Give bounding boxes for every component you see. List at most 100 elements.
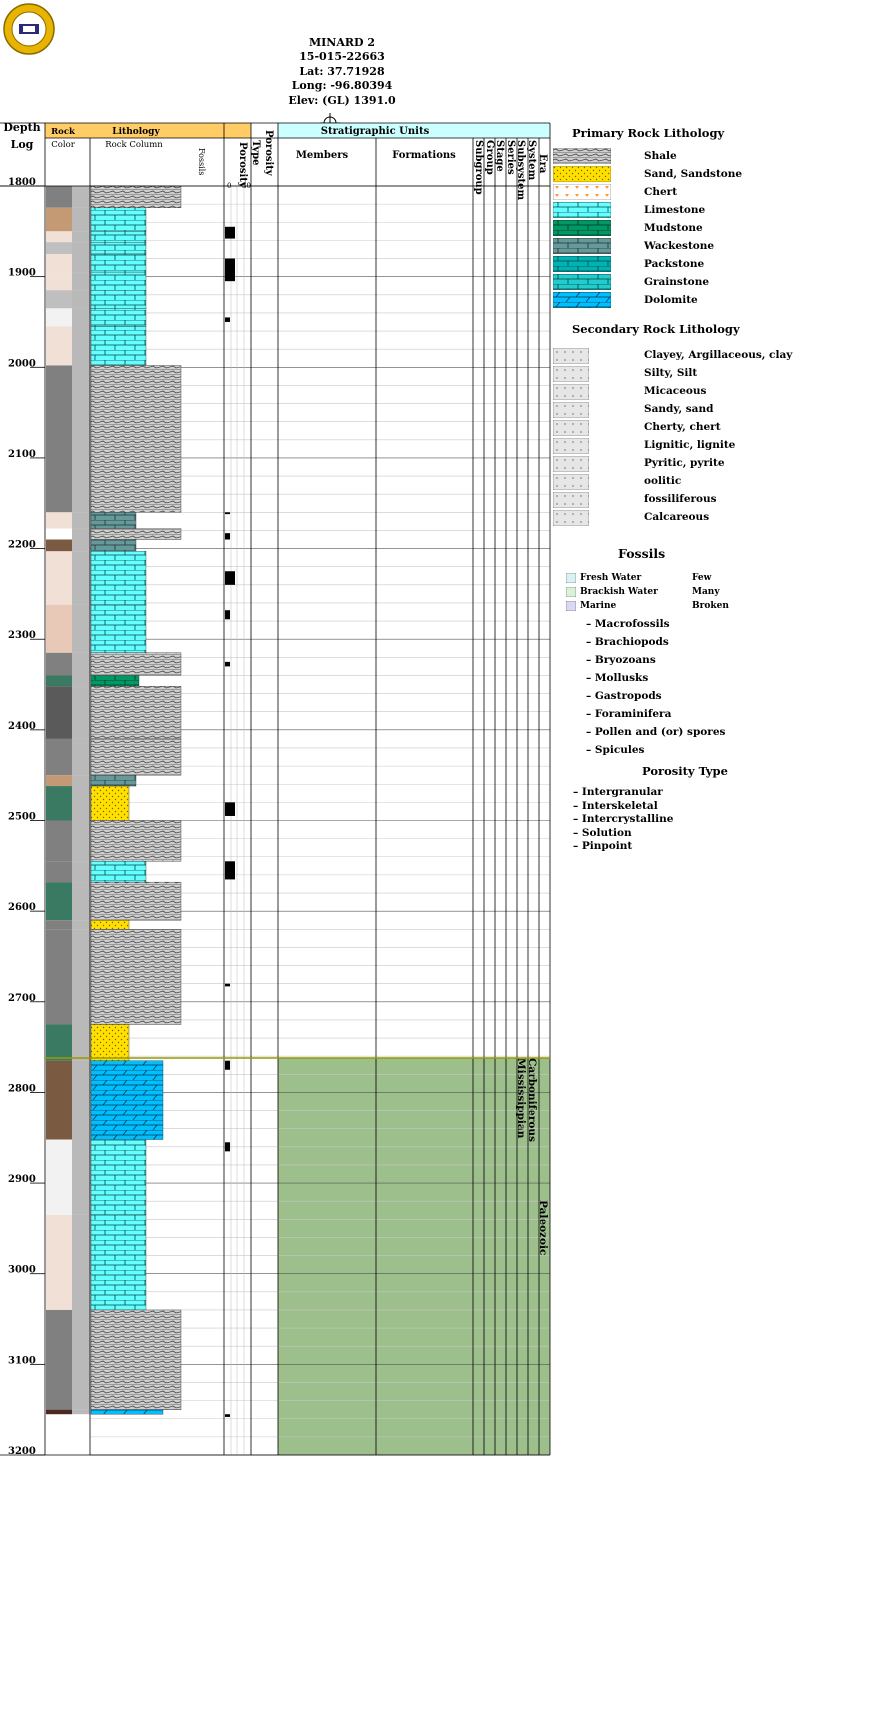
porosity-header-band (224, 123, 251, 138)
porosity-bar (225, 571, 235, 585)
lithology-swatch (553, 256, 611, 272)
porosity-type-label: – Solution (573, 826, 632, 839)
depth-label: 2100 (8, 449, 36, 460)
lithology-interval (90, 512, 137, 529)
members-header: Members (296, 150, 349, 161)
depth-label: 2000 (8, 358, 36, 369)
rock-color-interval (72, 861, 90, 883)
rock-color-interval (46, 929, 72, 1025)
rock-color-interval (46, 686, 72, 739)
rock-color-interval (46, 1139, 72, 1215)
depth-label: 2300 (8, 630, 36, 641)
lithology-header-band (45, 123, 224, 138)
rock-color-interval (72, 820, 90, 862)
lithology-swatch (553, 184, 611, 200)
lithology-interval (90, 929, 182, 1025)
depth-label: 3000 (8, 1265, 36, 1276)
rock-color-interval (72, 675, 90, 687)
depth-header: Depth (3, 121, 40, 134)
lithology-interval (90, 290, 147, 309)
depth-label: 2600 (8, 902, 36, 913)
rock-color-interval (72, 652, 90, 676)
rock-color-interval (46, 207, 72, 232)
lithology-label: Mudstone (644, 222, 703, 234)
rock-color-interval (72, 539, 90, 552)
depth-label: 2700 (8, 993, 36, 1004)
group-header: Group (484, 140, 495, 175)
lithology-swatch (553, 148, 611, 164)
lithology-swatch (553, 292, 611, 308)
lithology-swatch (553, 166, 611, 182)
secondary-swatch (553, 474, 589, 490)
series-header: Series (505, 140, 516, 175)
rock-color-interval (46, 738, 72, 776)
rock-color-interval (46, 786, 72, 821)
lithology-interval (90, 1214, 147, 1311)
abundance-label: Many (692, 587, 720, 597)
porosity-type-label: – Interskeletal (573, 799, 658, 812)
system-header: System (526, 140, 537, 181)
porosity-bar (225, 661, 230, 667)
secondary-swatch (553, 384, 589, 400)
rock-color-interval (72, 231, 90, 243)
subsystem-label: Mississippian (515, 1058, 527, 1139)
rock-color-interval (72, 253, 90, 273)
abundance-label: Broken (692, 601, 729, 611)
subsystem-header: Subsystem (515, 140, 526, 201)
lithology-interval (90, 1060, 164, 1140)
secondary-swatch (553, 438, 589, 454)
secondary-label: Clayey, Argillaceous, clay (644, 349, 793, 361)
lithology-swatch (553, 238, 611, 254)
log-frame (0, 122, 551, 1456)
lithology-label: Limestone (644, 204, 706, 216)
rock-color-interval (72, 207, 90, 232)
rock-color-interval (46, 290, 72, 309)
secondary-label: Sandy, sand (644, 403, 714, 415)
lithology-interval (90, 881, 182, 921)
subgroup-header: Subgroup (473, 140, 484, 195)
depth-label: 1800 (8, 177, 36, 188)
rock-color-interval (46, 775, 72, 787)
secondary-label: oolitic (644, 475, 682, 487)
lithology-label: Chert (644, 186, 678, 198)
secondary-label: Micaceous (644, 385, 707, 397)
water-label: Fresh Water (580, 573, 642, 583)
rock-column-header: Rock Column (105, 140, 163, 150)
kgs-logo (3, 3, 55, 55)
primary-lithology-title: Primary Rock Lithology (572, 126, 725, 140)
rock-color-interval (46, 272, 72, 291)
lithology-interval (90, 861, 147, 883)
water-swatch (566, 573, 576, 583)
rock-color-interval (46, 528, 72, 540)
rock-color-interval (72, 775, 90, 787)
rock-color-interval (46, 365, 72, 513)
rock-color-interval (46, 539, 72, 552)
secondary-label: Lignitic, lignite (644, 439, 736, 451)
porosity-bar (225, 226, 235, 239)
secondary-label: fossiliferous (644, 493, 717, 505)
porosity-type-label: – Intercrystalline (573, 813, 674, 825)
lithology-label: Shale (644, 150, 677, 162)
rock-header: Rock (51, 127, 76, 137)
fossil-label: – Mollusks (586, 672, 649, 684)
rock-color-interval (46, 882, 72, 921)
rock-color-interval (46, 308, 72, 327)
depth-label: 2900 (8, 1174, 36, 1185)
lithology-interval (90, 820, 182, 862)
type-header: Type (250, 140, 261, 166)
lithology-interval (90, 652, 182, 676)
depth-label: 2800 (8, 1083, 36, 1094)
lithology-interval (90, 539, 137, 552)
rock-color-interval (72, 738, 90, 776)
rock-color-interval (72, 929, 90, 1025)
lithology-interval (90, 326, 147, 366)
secondary-swatch (553, 402, 589, 418)
lithology-swatch (553, 220, 611, 236)
era-header: Era (537, 154, 548, 174)
rock-color-interval (72, 272, 90, 291)
porosity-bar (225, 1060, 230, 1070)
rock-color-interval (72, 290, 90, 309)
formations-header: Formations (392, 150, 456, 161)
rock-color-interval (72, 186, 90, 208)
